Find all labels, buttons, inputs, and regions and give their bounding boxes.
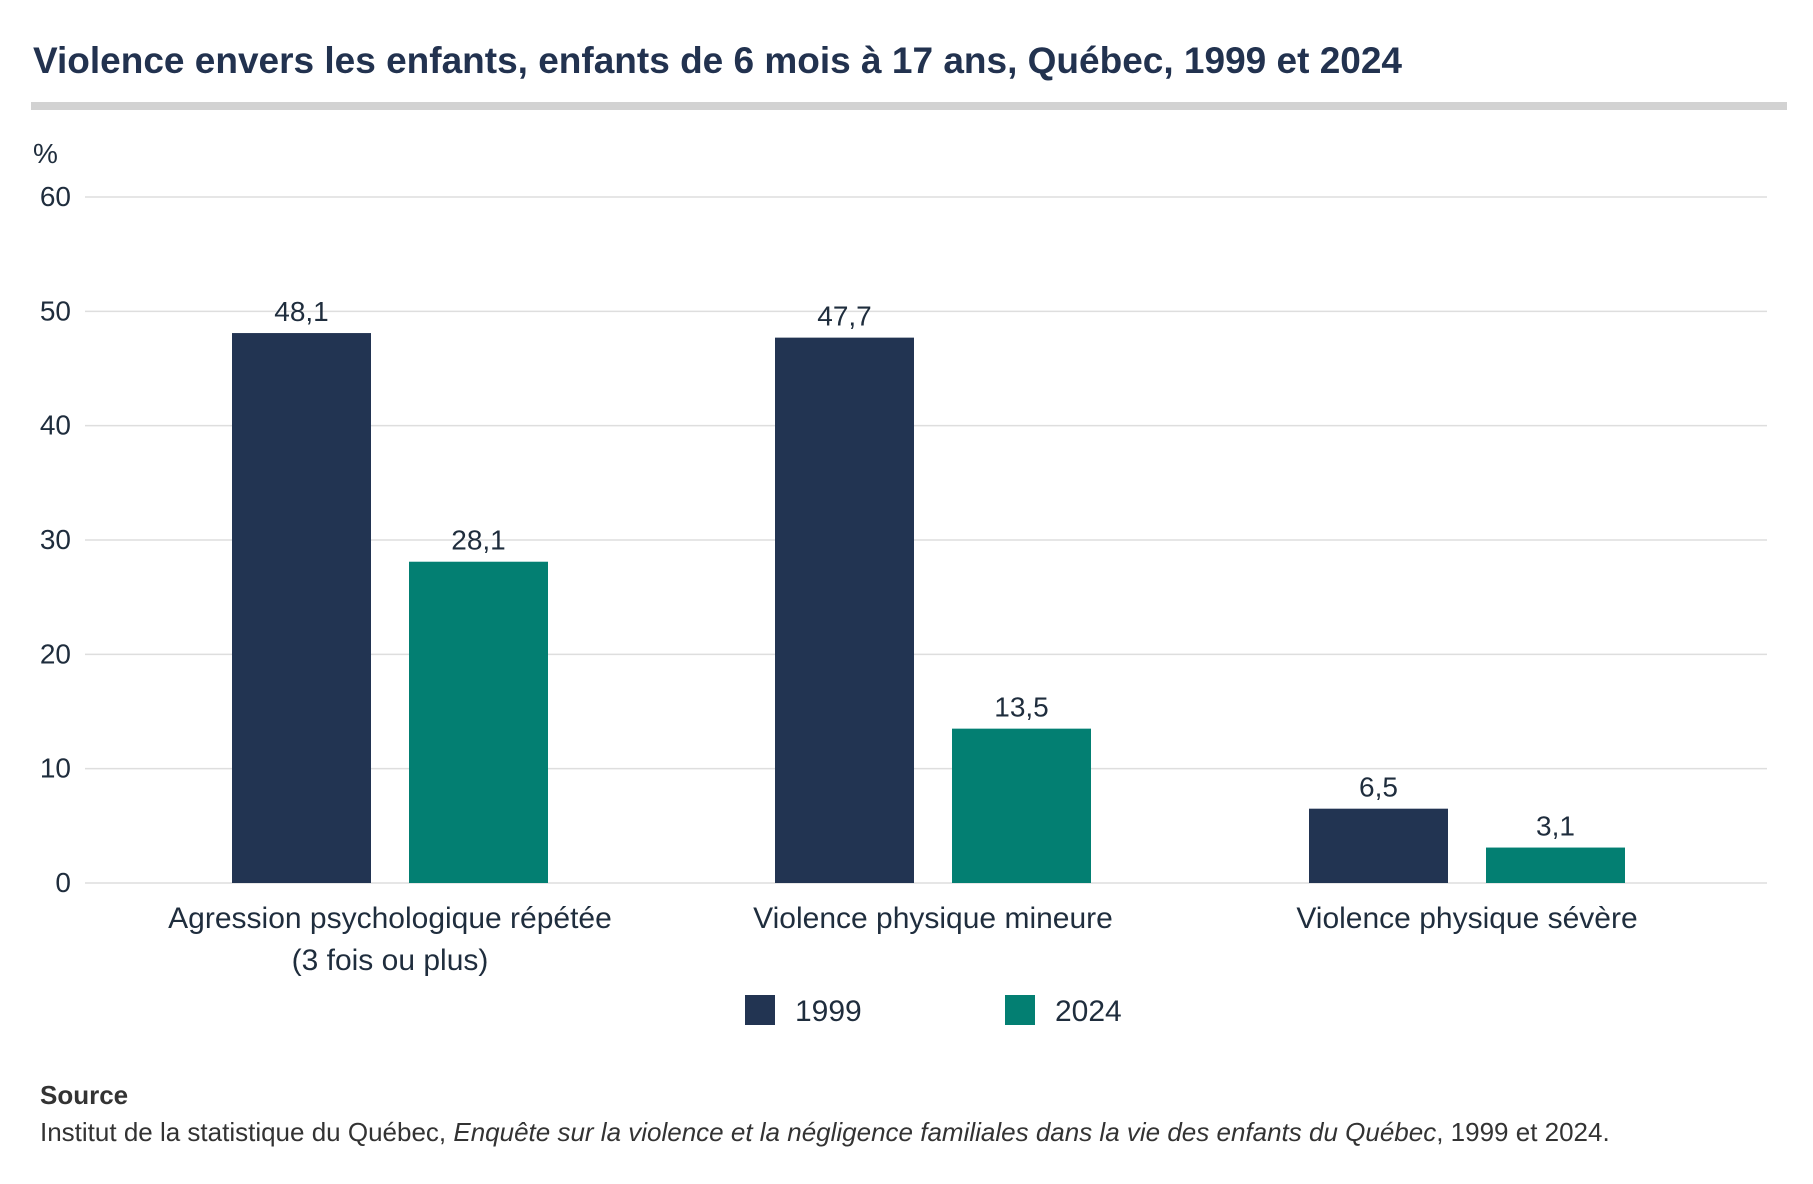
y-tick-label: 0: [55, 867, 71, 898]
source-prefix: Institut de la statistique du Québec,: [40, 1117, 454, 1147]
x-tick-label: Agression psychologique répétée: [168, 902, 612, 935]
y-tick-label: 60: [40, 181, 71, 212]
bar-chart: % 0 10 20 30 40 50 60 48,1 28,1 Agression psycholo…: [33, 138, 1767, 1028]
data-label: 48,1: [274, 296, 329, 327]
y-tick-label: 20: [40, 638, 71, 669]
legend-swatch-1999: [745, 995, 775, 1025]
bar-1999-1: [775, 337, 914, 883]
data-label: 13,5: [994, 692, 1049, 723]
y-tick-label: 50: [40, 295, 71, 326]
source-publication: Enquête sur la violence et la négligence…: [453, 1117, 1437, 1147]
source-suffix: , 1999 et 2024.: [1436, 1117, 1610, 1147]
data-label: 28,1: [451, 525, 506, 556]
source-label: Source: [40, 1080, 129, 1110]
legend-label: 2024: [1055, 995, 1122, 1028]
chart-title: Violence envers les enfants, enfants de …: [33, 40, 1402, 81]
legend-swatch-2024: [1005, 995, 1035, 1025]
bar-1999-2: [1309, 808, 1448, 883]
source-text: Institut de la statistique du Québec, En…: [40, 1117, 1610, 1147]
legend-label: 1999: [795, 995, 862, 1028]
bar-2024-1: [952, 728, 1091, 883]
data-label: 3,1: [1536, 811, 1575, 842]
title-divider: [31, 102, 1787, 110]
data-label: 47,7: [817, 301, 872, 332]
x-tick-label: Violence physique mineure: [753, 902, 1113, 935]
y-tick-label: 10: [40, 753, 71, 784]
source-block: Source Institut de la statistique du Qué…: [40, 1080, 1610, 1148]
bar-2024-0: [409, 561, 548, 883]
x-tick-label: (3 fois ou plus): [292, 944, 489, 977]
bar-1999-0: [232, 333, 371, 884]
y-axis-label: %: [33, 138, 58, 169]
y-tick-label: 40: [40, 410, 71, 441]
x-tick-label: Violence physique sévère: [1296, 902, 1637, 935]
data-label: 6,5: [1359, 772, 1398, 803]
bar-2024-2: [1486, 847, 1625, 883]
y-tick-label: 30: [40, 524, 71, 555]
